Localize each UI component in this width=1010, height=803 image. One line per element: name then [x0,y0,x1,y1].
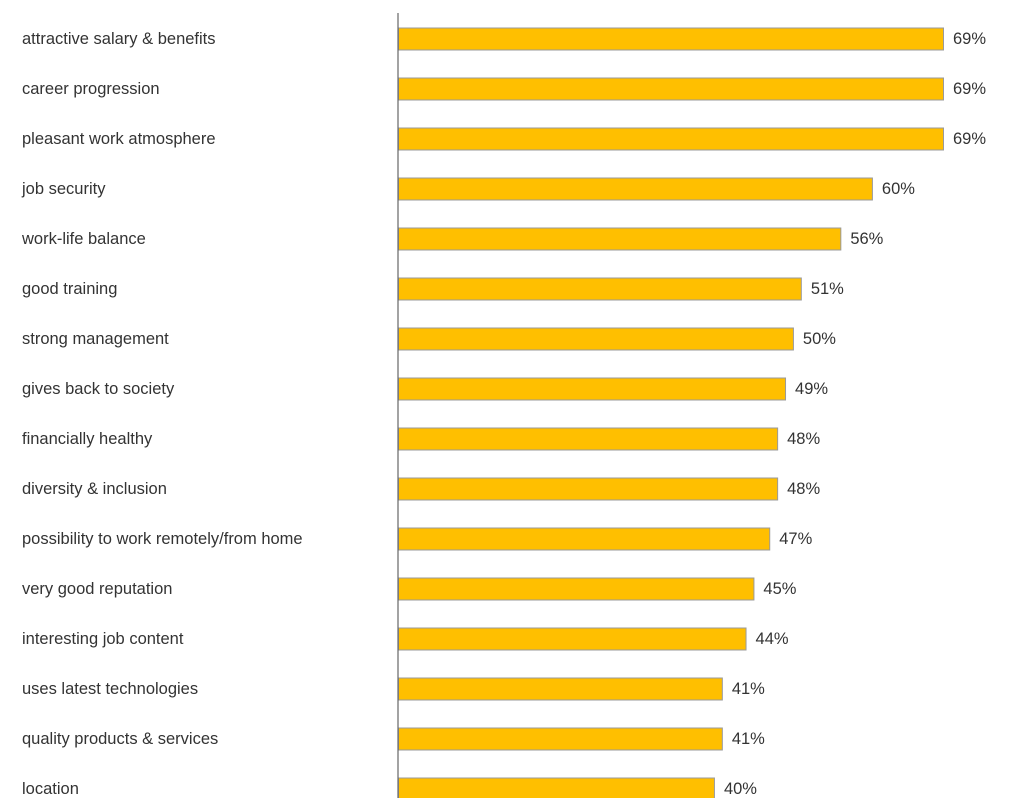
category-label: financially healthy [22,430,153,448]
data-label: 60% [882,180,915,198]
bar [398,227,842,251]
data-label: 47% [779,530,812,548]
category-label: work-life balance [21,230,146,248]
bar [398,677,723,701]
bar [398,277,802,301]
bars [398,27,944,801]
category-label: diversity & inclusion [22,480,167,498]
category-label: attractive salary & benefits [22,30,216,48]
data-label: 45% [763,580,796,598]
data-label: 69% [953,130,986,148]
data-label: 51% [811,280,844,298]
category-label: possibility to work remotely/from home [22,530,303,548]
bar [398,777,715,801]
category-label: good training [22,280,117,298]
data-labels: 69% 69% 69% 60% 56% 51% 50% 49% 48% 48% 47% 45% 44% 4… [724,30,986,798]
bar [398,427,779,451]
data-label: 48% [787,430,820,448]
data-label: 44% [756,630,789,648]
bar [398,27,944,51]
category-label: interesting job content [22,630,184,648]
category-label: very good reputation [22,580,172,598]
bar [398,477,779,501]
data-label: 69% [953,30,986,48]
bar [398,377,787,401]
bar [398,527,771,551]
category-label: pleasant work atmosphere [22,130,216,148]
category-label: strong management [22,330,169,348]
data-label: 48% [787,480,820,498]
data-label: 41% [732,680,765,698]
data-label: 49% [795,380,828,398]
category-label: uses latest technologies [22,680,198,698]
data-label: 40% [724,780,757,798]
data-label: 69% [953,80,986,98]
category-labels: attractive salary & benefits career progr… [21,30,303,798]
category-label: quality products & services [22,730,218,748]
data-label: 41% [732,730,765,748]
category-label: job security [21,180,106,198]
bar [398,127,944,151]
bar [398,177,873,201]
bar [398,577,755,601]
bar [398,77,944,101]
bar [398,327,794,351]
bar [398,627,747,651]
data-label: 56% [850,230,883,248]
bar [398,727,723,751]
category-label: career progression [22,80,160,98]
category-label: gives back to society [22,380,175,398]
category-label: location [22,780,79,798]
data-label: 50% [803,330,836,348]
